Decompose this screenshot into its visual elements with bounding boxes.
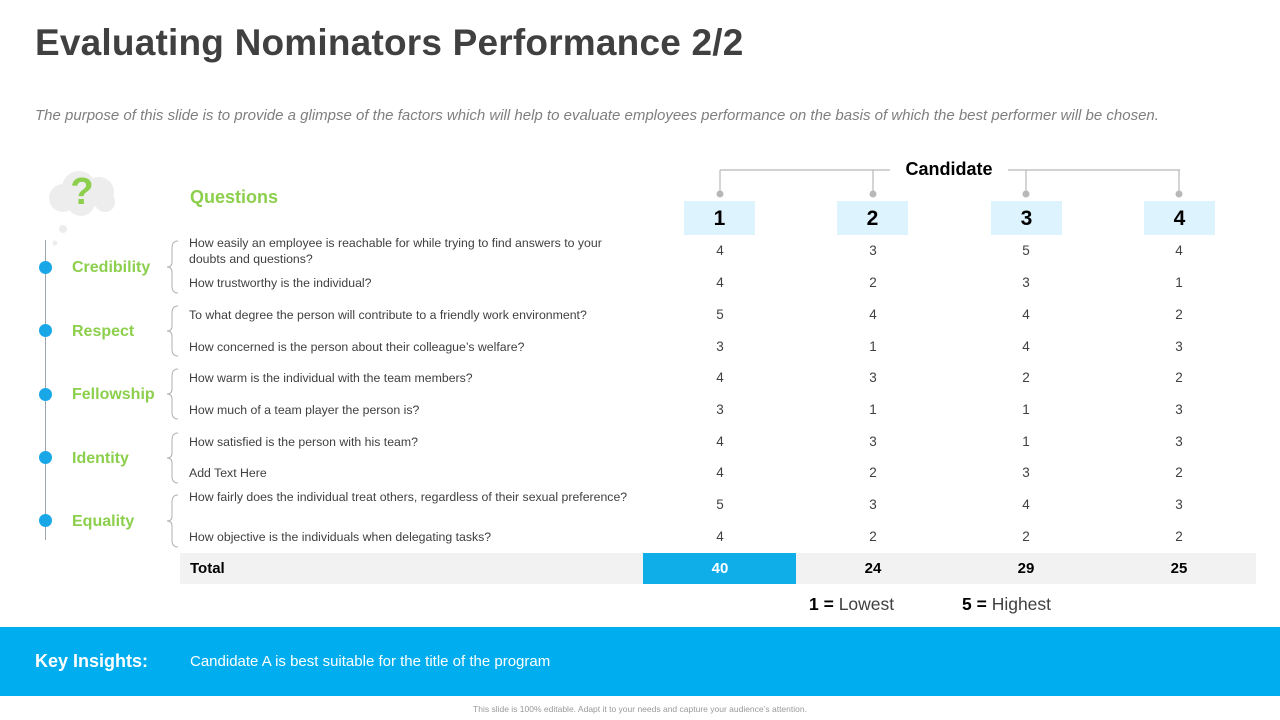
timeline-dot — [39, 388, 52, 401]
question-row-2: How trustworthy is the individual? — [189, 276, 372, 290]
score-cell: 3 — [1022, 465, 1030, 480]
thought-bubble-dots — [52, 225, 67, 246]
score-cell: 4 — [1022, 339, 1030, 354]
total-candidate-4: 25 — [1170, 560, 1188, 577]
footer-note: This slide is 100% editable. Adapt it to… — [473, 704, 807, 714]
thought-cloud-icon — [49, 171, 115, 216]
category-fellowship: Fellowship — [72, 386, 155, 403]
score-cell: 3 — [1022, 275, 1030, 290]
questions-header: Questions — [190, 187, 279, 207]
brace-identity — [166, 432, 179, 484]
score-cell: 5 — [1022, 243, 1030, 258]
candidate-header: Candidate — [890, 159, 1008, 180]
score-cell: 5 — [716, 497, 724, 512]
question-mark-icon: ? — [70, 171, 94, 213]
key-insights-text: Candidate A is best suitable for the tit… — [190, 653, 551, 670]
category-credibility: Credibility — [72, 259, 151, 276]
score-cell: 4 — [1022, 497, 1030, 512]
key-insights-bar — [0, 627, 1280, 696]
slide-title: Evaluating Nominators Performance 2/2 — [35, 22, 744, 63]
score-cell: 3 — [869, 434, 877, 449]
question-row-4: How concerned is the person about their … — [189, 340, 525, 354]
total-label: Total — [190, 560, 225, 577]
category-equality: Equality — [72, 513, 135, 530]
candidate-2-header: 2 — [837, 201, 908, 235]
timeline-dot — [39, 324, 52, 337]
score-cell: 4 — [716, 465, 724, 480]
question-row-3: To what degree the person will contribut… — [189, 308, 587, 322]
question-row-10: How objective is the individuals when de… — [189, 530, 492, 544]
question-row-5: How warm is the individual with the team… — [189, 371, 473, 385]
score-cell: 1 — [1022, 402, 1030, 417]
score-cell: 1 — [1022, 434, 1030, 449]
key-insights-label: Key Insights: — [35, 651, 149, 671]
score-cell: 2 — [1022, 370, 1030, 385]
score-cell: 5 — [716, 307, 724, 322]
score-cell: 2 — [1175, 465, 1183, 480]
total-candidate-3: 29 — [1017, 560, 1035, 577]
question-row-6: How much of a team player the person is? — [189, 403, 420, 417]
score-cell: 3 — [869, 497, 877, 512]
score-cell: 2 — [1175, 370, 1183, 385]
timeline-dot — [39, 451, 52, 464]
score-cell: 1 — [1175, 275, 1183, 290]
score-cell: 1 — [869, 402, 877, 417]
score-cell: 2 — [869, 529, 877, 544]
timeline-dot — [39, 261, 52, 274]
total-candidate-1: 40 — [711, 560, 729, 577]
score-cell: 4 — [716, 370, 724, 385]
score-cell: 2 — [1175, 307, 1183, 322]
total-highlight — [643, 553, 796, 584]
score-cell: 3 — [1175, 402, 1183, 417]
score-cell: 3 — [1175, 339, 1183, 354]
brace-equality — [166, 494, 179, 548]
score-cell: 3 — [869, 243, 877, 258]
score-cell: 4 — [1022, 307, 1030, 322]
legend-highest-text: Highest — [986, 594, 1052, 614]
score-cell: 2 — [869, 275, 877, 290]
score-cell: 4 — [716, 275, 724, 290]
score-cell: 2 — [869, 465, 877, 480]
brace-credibility — [166, 240, 179, 294]
candidate-3-header: 3 — [991, 201, 1062, 235]
legend-highest-key: 5 = — [962, 594, 987, 614]
score-cell: 4 — [716, 434, 724, 449]
score-cell: 3 — [1175, 434, 1183, 449]
score-cell: 4 — [716, 529, 724, 544]
question-row-8: Add Text Here — [189, 466, 267, 480]
score-cell: 4 — [869, 307, 877, 322]
score-cell: 4 — [716, 243, 724, 258]
brace-fellowship — [166, 368, 179, 420]
score-cell: 3 — [716, 402, 724, 417]
slide-subtitle: The purpose of this slide is to provide … — [35, 107, 1159, 124]
category-identity: Identity — [72, 450, 129, 467]
score-cell: 3 — [869, 370, 877, 385]
question-row-1: How easily an employee is reachable for … — [189, 236, 602, 266]
score-cell: 3 — [1175, 497, 1183, 512]
score-cell: 2 — [1175, 529, 1183, 544]
timeline-dot — [39, 514, 52, 527]
score-cell: 4 — [1175, 243, 1183, 258]
legend-lowest: 1 = Lowest — [809, 594, 894, 615]
total-candidate-2: 24 — [864, 560, 882, 577]
legend-highest: 5 = Highest — [962, 594, 1051, 615]
question-row-9: How fairly does the individual treat oth… — [189, 490, 628, 504]
legend-lowest-key: 1 = — [809, 594, 834, 614]
category-respect: Respect — [72, 323, 135, 340]
question-row-7: How satisfied is the person with his tea… — [189, 435, 418, 449]
score-cell: 1 — [869, 339, 877, 354]
candidate-1-header: 1 — [684, 201, 755, 235]
brace-respect — [166, 305, 179, 357]
score-cell: 2 — [1022, 529, 1030, 544]
score-cell: 3 — [716, 339, 724, 354]
candidate-4-header: 4 — [1144, 201, 1215, 235]
legend-lowest-text: Lowest — [833, 594, 895, 614]
